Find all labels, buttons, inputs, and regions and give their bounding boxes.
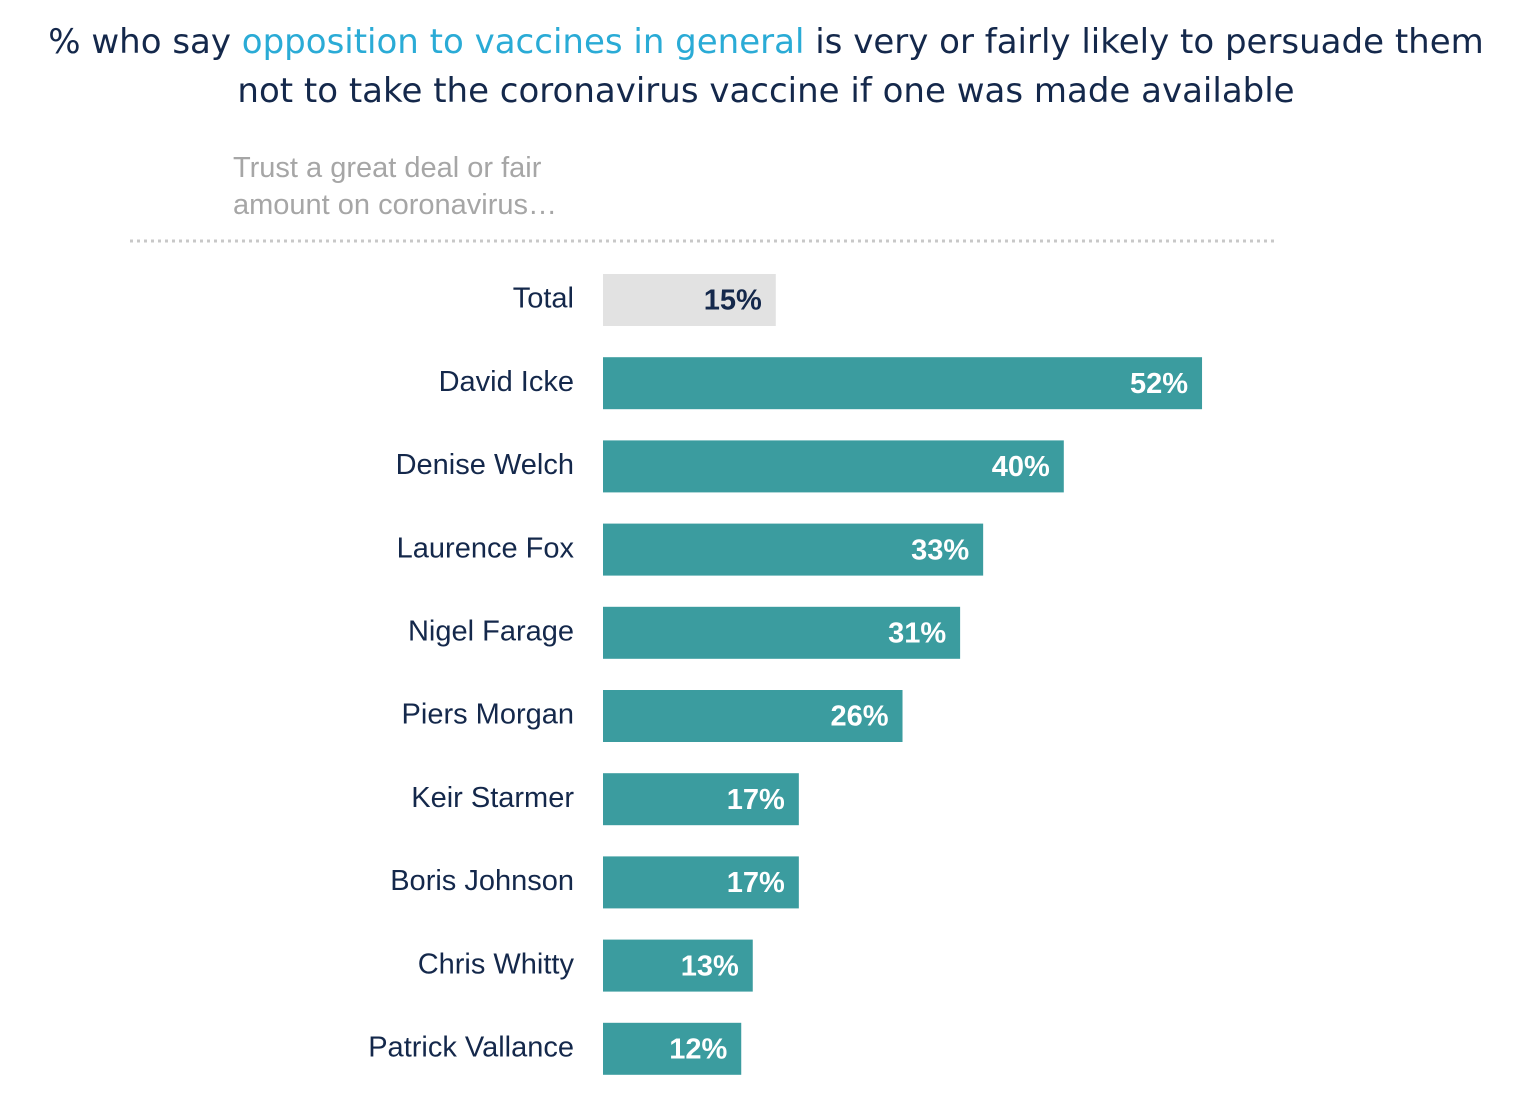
value-label: 26% [830, 701, 888, 733]
value-label: 52% [1130, 368, 1188, 400]
category-label: Laurence Fox [397, 532, 575, 564]
category-label: Patrick Vallance [368, 1031, 574, 1063]
category-label: David Icke [439, 366, 574, 398]
bar [603, 606, 961, 659]
category-label: Boris Johnson [390, 865, 574, 897]
bar [603, 690, 903, 742]
chart-title: % who say opposition to vaccines in gene… [20, 18, 1512, 116]
bar [603, 357, 1203, 410]
value-label: 17% [727, 784, 785, 816]
category-label: Keir Starmer [411, 782, 574, 814]
bar [603, 440, 1064, 493]
value-label: 15% [704, 285, 762, 317]
bar [603, 1022, 742, 1075]
bar [603, 274, 776, 326]
bar [603, 856, 799, 909]
title-part: is very or fairly likely to persuade the… [237, 22, 1484, 111]
category-label: Nigel Farage [408, 615, 574, 647]
bar [603, 523, 984, 576]
value-label: 40% [992, 451, 1050, 483]
value-label: 31% [888, 617, 946, 649]
value-label: 12% [669, 1033, 727, 1065]
category-label: Chris Whitty [418, 948, 575, 980]
title-part: % who say [48, 22, 231, 62]
category-label: Piers Morgan [402, 699, 574, 731]
value-label: 13% [681, 950, 739, 982]
bar [603, 773, 799, 826]
value-label: 33% [911, 534, 969, 566]
category-label: Denise Welch [396, 449, 574, 481]
subtitle: Trust a great deal or fair amount on cor… [233, 152, 557, 221]
category-label: Total [513, 283, 574, 315]
bar [603, 939, 753, 992]
value-label: 17% [727, 867, 785, 899]
title-highlight: opposition to vaccines in general [241, 22, 805, 62]
